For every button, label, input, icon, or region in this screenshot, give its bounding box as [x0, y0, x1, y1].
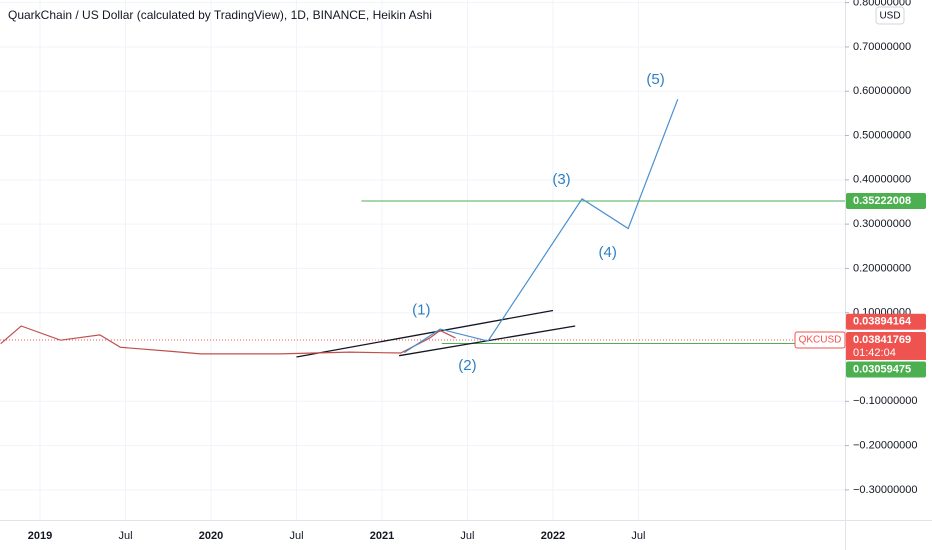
x-tick-label: Jul — [289, 530, 303, 542]
wave-label: (4) — [599, 244, 617, 261]
y-tick-label: 0.30000000 — [853, 218, 911, 230]
price-level-box — [846, 313, 926, 330]
currency-box[interactable] — [875, 6, 905, 25]
x-tick-label: Jul — [460, 530, 474, 542]
y-tick-label: 0.60000000 — [853, 85, 911, 97]
y-tick-label: 0.50000000 — [853, 129, 911, 141]
x-tick-label: Jul — [118, 530, 132, 542]
y-tick-label: −0.10000000 — [853, 395, 918, 407]
x-tick-label: 2021 — [370, 530, 394, 542]
x-tick-label: 2022 — [541, 530, 565, 542]
wave-label: (2) — [458, 357, 476, 374]
countdown: 01:42:04 — [853, 347, 896, 359]
wave-label: (5) — [646, 71, 664, 88]
symbol-label: QKCUSD — [799, 335, 842, 346]
x-tick-label: Jul — [631, 530, 645, 542]
price-level-box — [846, 192, 926, 209]
price-level-box — [846, 361, 926, 378]
price-level-label: 0.03894164 — [853, 316, 912, 328]
y-tick-label: −0.30000000 — [853, 484, 918, 496]
y-tick-label: 0.80000000 — [853, 0, 911, 9]
price-level-label: 0.03059475 — [853, 363, 911, 375]
currency[interactable]: USD — [879, 11, 900, 22]
y-tick-label: 0.20000000 — [853, 262, 911, 274]
wave-label: (1) — [412, 301, 430, 318]
price-level-label: 0.03841769 — [853, 334, 911, 346]
countdown-box — [846, 345, 926, 360]
price-level-box — [846, 331, 926, 348]
price-line — [0, 325, 456, 355]
y-tick-label: −0.20000000 — [853, 439, 918, 451]
y-tick-label: 0.70000000 — [853, 41, 911, 53]
wave-label: (3) — [552, 171, 570, 188]
x-tick-label: 2019 — [28, 530, 52, 542]
chart-title: QuarkChain / US Dollar (calculated by Tr… — [8, 8, 432, 22]
trend-line — [296, 309, 554, 358]
x-tick-label: 2020 — [199, 530, 223, 542]
price-level-label: 0.35222008 — [853, 195, 911, 207]
wave-line — [403, 99, 679, 354]
y-tick-label: 0.40000000 — [853, 174, 911, 186]
symbol-tag — [794, 331, 846, 349]
